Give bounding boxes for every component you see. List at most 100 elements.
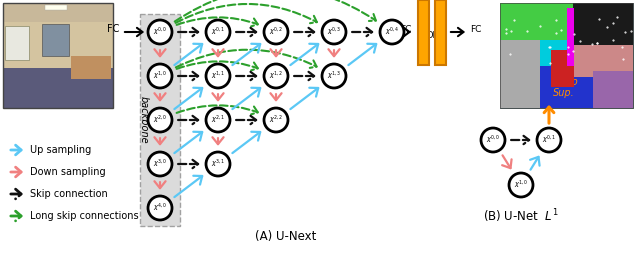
FancyArrowPatch shape: [212, 93, 224, 100]
FancyArrowPatch shape: [174, 132, 202, 153]
Bar: [567, 8, 574, 66]
FancyArrowPatch shape: [236, 28, 256, 36]
Circle shape: [206, 152, 230, 176]
FancyArrowPatch shape: [176, 4, 317, 23]
FancyArrowPatch shape: [177, 17, 258, 26]
Text: $\chi^{2,1}$: $\chi^{2,1}$: [211, 114, 225, 126]
Bar: [41, 24, 69, 55]
Text: $\chi^{0,2}$: $\chi^{0,2}$: [269, 26, 283, 38]
Circle shape: [322, 64, 346, 88]
FancyArrowPatch shape: [232, 132, 260, 153]
Bar: [500, 3, 633, 108]
FancyArrowPatch shape: [232, 88, 260, 109]
FancyArrowPatch shape: [511, 136, 529, 144]
Polygon shape: [140, 14, 180, 226]
Text: Deep
Sup.: Deep Sup.: [553, 77, 579, 98]
FancyArrowPatch shape: [177, 61, 258, 70]
Text: $\chi^{0,0}$: $\chi^{0,0}$: [153, 26, 167, 38]
Circle shape: [481, 128, 505, 152]
FancyArrowPatch shape: [328, 49, 340, 56]
FancyArrowPatch shape: [349, 44, 377, 65]
Text: backbone: backbone: [139, 96, 149, 144]
Bar: [3, 3, 113, 108]
Bar: [3, 3, 113, 22]
FancyArrowPatch shape: [236, 116, 256, 124]
Text: $\chi^{0,4}$: $\chi^{0,4}$: [385, 26, 399, 38]
Text: $\chi^{1,2}$: $\chi^{1,2}$: [269, 70, 283, 82]
Bar: [500, 3, 633, 108]
FancyArrowPatch shape: [155, 49, 165, 56]
Text: $\chi^{0,1}$: $\chi^{0,1}$: [211, 26, 225, 38]
Bar: [551, 50, 574, 87]
Circle shape: [537, 128, 561, 152]
FancyArrowPatch shape: [178, 116, 198, 124]
Circle shape: [264, 20, 288, 44]
Bar: [418, 0, 429, 64]
FancyArrowPatch shape: [291, 88, 318, 109]
Text: (B) U-Net  $L^1$: (B) U-Net $L^1$: [483, 207, 559, 225]
Bar: [71, 55, 111, 79]
Circle shape: [509, 173, 533, 197]
Bar: [593, 71, 633, 108]
FancyArrowPatch shape: [502, 155, 511, 168]
FancyArrowPatch shape: [155, 137, 165, 144]
Bar: [45, 5, 67, 10]
FancyArrowPatch shape: [178, 72, 198, 80]
Text: Skip connection: Skip connection: [30, 189, 107, 199]
FancyArrowPatch shape: [291, 44, 318, 65]
FancyArrowPatch shape: [174, 88, 202, 109]
Text: $\chi^{4,0}$: $\chi^{4,0}$: [153, 202, 167, 214]
FancyArrowPatch shape: [270, 93, 282, 100]
Text: $\chi^{0,3}$: $\chi^{0,3}$: [327, 26, 342, 38]
Text: $\chi^{1,1}$: $\chi^{1,1}$: [211, 70, 225, 82]
FancyArrowPatch shape: [294, 72, 314, 80]
Bar: [435, 0, 446, 64]
Bar: [3, 22, 113, 68]
FancyArrowPatch shape: [352, 28, 372, 36]
Circle shape: [148, 196, 172, 220]
Bar: [500, 3, 573, 40]
Bar: [573, 45, 633, 77]
FancyArrowPatch shape: [236, 72, 256, 80]
Text: $\chi^{0,1}$: $\chi^{0,1}$: [542, 134, 556, 146]
FancyArrowPatch shape: [294, 28, 314, 36]
FancyArrowPatch shape: [155, 93, 165, 100]
Text: $\chi^{0,0}$: $\chi^{0,0}$: [486, 134, 501, 146]
FancyArrowPatch shape: [270, 49, 282, 56]
Circle shape: [264, 64, 288, 88]
Text: FC: FC: [400, 25, 411, 34]
Text: $\chi^{1,0}$: $\chi^{1,0}$: [153, 70, 167, 82]
Text: $\chi^{2,0}$: $\chi^{2,0}$: [153, 114, 167, 126]
Text: $\chi^{2,2}$: $\chi^{2,2}$: [269, 114, 283, 126]
Text: FC: FC: [107, 24, 119, 34]
Bar: [3, 68, 113, 108]
FancyArrowPatch shape: [177, 105, 258, 114]
Text: Long skip connections: Long skip connections: [30, 211, 139, 221]
Circle shape: [380, 20, 404, 44]
Text: $\chi^{3,0}$: $\chi^{3,0}$: [153, 158, 167, 170]
FancyArrowPatch shape: [174, 44, 202, 65]
Circle shape: [206, 20, 230, 44]
FancyArrowPatch shape: [176, 50, 317, 68]
Bar: [5, 26, 29, 60]
Circle shape: [206, 64, 230, 88]
Bar: [540, 66, 593, 108]
Text: Up sampling: Up sampling: [30, 145, 91, 155]
Circle shape: [148, 64, 172, 88]
FancyArrowPatch shape: [174, 176, 202, 197]
Text: FC: FC: [470, 25, 481, 34]
Circle shape: [148, 152, 172, 176]
Circle shape: [148, 20, 172, 44]
FancyArrowPatch shape: [175, 0, 376, 21]
FancyArrowPatch shape: [155, 181, 165, 188]
Text: $\chi^{3,1}$: $\chi^{3,1}$: [211, 158, 225, 170]
Bar: [500, 40, 540, 108]
Text: Down sampling: Down sampling: [30, 167, 106, 177]
Circle shape: [322, 20, 346, 44]
Text: (A) U-Next: (A) U-Next: [255, 230, 317, 243]
FancyArrowPatch shape: [178, 160, 198, 168]
Circle shape: [206, 108, 230, 132]
Text: DP: DP: [425, 30, 438, 39]
FancyArrowPatch shape: [212, 137, 224, 144]
Bar: [573, 3, 633, 45]
